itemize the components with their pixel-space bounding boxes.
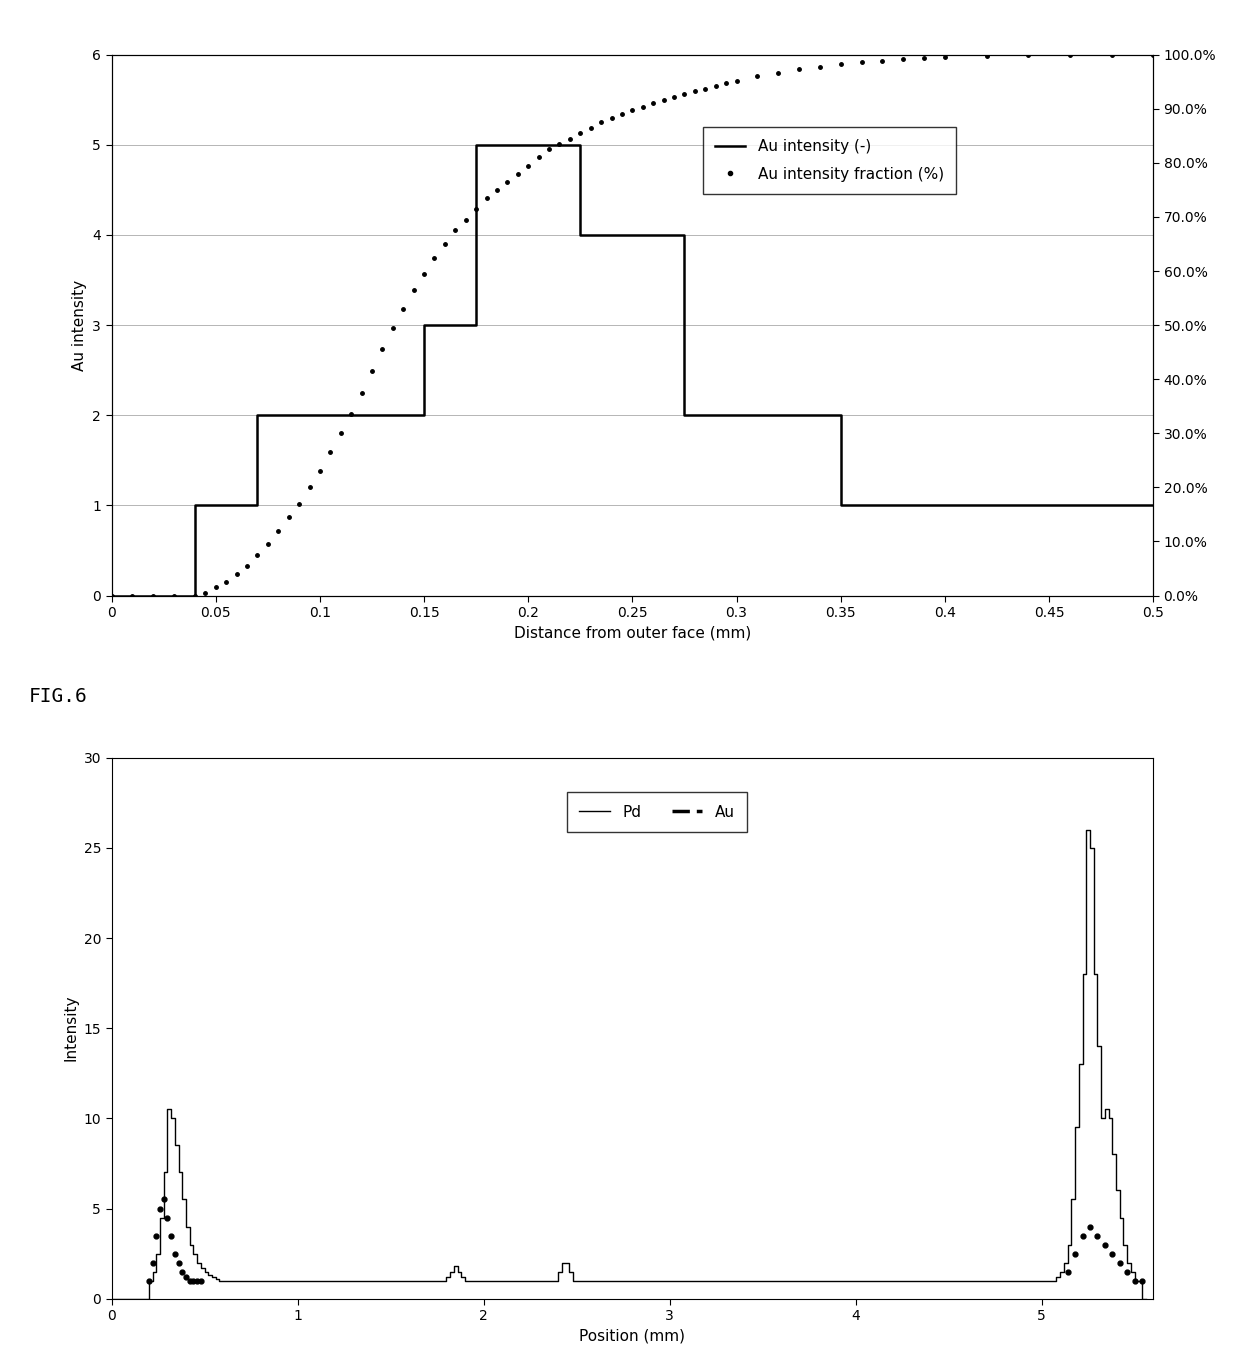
Au intensity (-): [573, 227, 588, 243]
Line: Au intensity (-): Au intensity (-): [112, 145, 1153, 596]
Au: [145, 1255, 160, 1271]
Au intensity (-): [250, 407, 265, 424]
Text: FIG.6: FIG.6: [29, 688, 87, 707]
Au intensity (-): [833, 407, 848, 424]
Pd: [104, 1290, 119, 1307]
Au: [1112, 1255, 1127, 1271]
Au: [167, 1245, 182, 1262]
Au intensity (-): [104, 588, 119, 604]
Au: [160, 1210, 175, 1226]
Pd: [580, 1273, 595, 1289]
Au: [1105, 1245, 1120, 1262]
Au: [1060, 1263, 1075, 1280]
Au: [1090, 1228, 1105, 1244]
Pd: [558, 1255, 573, 1271]
Pd: [1079, 822, 1094, 838]
Legend: Pd, Au: Pd, Au: [567, 793, 746, 833]
Au: [1097, 1236, 1112, 1252]
Au intensity fraction (%): [104, 588, 119, 604]
Au intensity (-): [573, 137, 588, 153]
Au intensity (-): [469, 137, 484, 153]
Au intensity (-): [469, 317, 484, 334]
Au: [171, 1255, 186, 1271]
Au intensity fraction (%): [646, 96, 661, 112]
Au intensity fraction (%): [1063, 46, 1078, 63]
Au intensity (-): [187, 498, 202, 514]
Au: [1083, 1218, 1097, 1234]
Au intensity (-): [187, 588, 202, 604]
Au: [149, 1228, 164, 1244]
Pd: [1042, 1273, 1056, 1289]
Au intensity fraction (%): [1146, 46, 1161, 63]
Au: [186, 1273, 201, 1289]
Au: [141, 1273, 156, 1289]
Au intensity (-): [833, 498, 848, 514]
Au: [156, 1191, 171, 1207]
Au intensity (-): [677, 227, 692, 243]
Au: [190, 1273, 205, 1289]
Au: [175, 1263, 190, 1280]
Au: [164, 1228, 179, 1244]
Pd: [1138, 1290, 1153, 1307]
Y-axis label: Intensity: Intensity: [63, 995, 78, 1061]
Au intensity fraction (%): [250, 547, 265, 563]
Au: [1120, 1263, 1135, 1280]
X-axis label: Distance from outer face (mm): Distance from outer face (mm): [513, 626, 751, 641]
Au: [1127, 1273, 1142, 1289]
Au intensity fraction (%): [396, 301, 410, 317]
Au intensity fraction (%): [563, 130, 578, 146]
Text: FIG.5: FIG.5: [29, 0, 87, 3]
Au intensity (-): [417, 317, 432, 334]
Au intensity (-): [250, 498, 265, 514]
Au: [1075, 1228, 1090, 1244]
X-axis label: Position (mm): Position (mm): [579, 1329, 686, 1344]
Au: [193, 1273, 208, 1289]
Au: [1068, 1245, 1083, 1262]
Pd: [393, 1273, 408, 1289]
Line: Pd: Pd: [112, 830, 1146, 1299]
Au: [1135, 1273, 1149, 1289]
Au intensity (-): [1146, 498, 1161, 514]
Au intensity fraction (%): [615, 107, 630, 123]
Line: Au: Au: [144, 1195, 1147, 1285]
Legend: Au intensity (-), Au intensity fraction (%): Au intensity (-), Au intensity fraction …: [703, 127, 956, 194]
Au intensity (-): [417, 407, 432, 424]
Au: [182, 1273, 197, 1289]
Au: [153, 1200, 167, 1217]
Pd: [807, 1273, 822, 1289]
Y-axis label: Au intensity: Au intensity: [72, 279, 87, 370]
Line: Au intensity fraction (%): Au intensity fraction (%): [108, 51, 1157, 599]
Au intensity (-): [677, 407, 692, 424]
Au intensity fraction (%): [322, 444, 337, 461]
Pd: [446, 1258, 461, 1274]
Au: [179, 1269, 193, 1285]
